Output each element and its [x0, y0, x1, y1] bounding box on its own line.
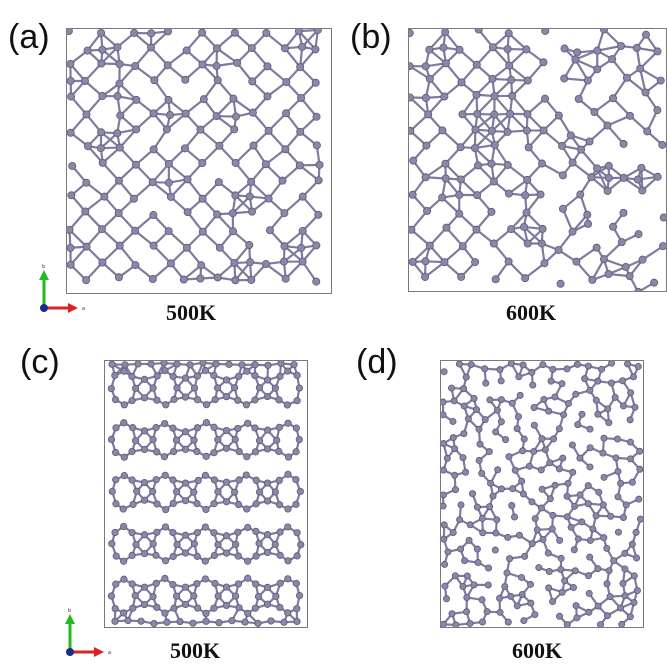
panel-d-label: (d): [356, 343, 398, 381]
axis-a-label: a: [108, 650, 112, 656]
panel-c-label: (c): [20, 343, 60, 381]
axis-b-label: b: [68, 608, 72, 614]
panel-d-temperature: 600K: [512, 638, 563, 663]
panel-a-axis-triad: b a: [36, 260, 86, 321]
axis-triad-icon: [39, 270, 78, 313]
axis-triad-icon: [65, 614, 104, 657]
panel-a-structure: [66, 28, 332, 294]
axis-b-label: b: [42, 264, 46, 270]
panel-b-structure: [408, 28, 667, 292]
panel-c-structure: [104, 360, 308, 628]
panel-a-label: (a): [8, 18, 50, 56]
panel-c-temperature: 500K: [170, 638, 221, 663]
panel-c-axis-triad: b a: [62, 604, 112, 665]
axis-a-label: a: [82, 306, 86, 312]
panel-b-temperature: 600K: [506, 300, 557, 325]
panel-a-temperature: 500K: [166, 300, 217, 325]
panel-d-structure: [440, 360, 644, 628]
panel-b-label: (b): [350, 18, 392, 56]
